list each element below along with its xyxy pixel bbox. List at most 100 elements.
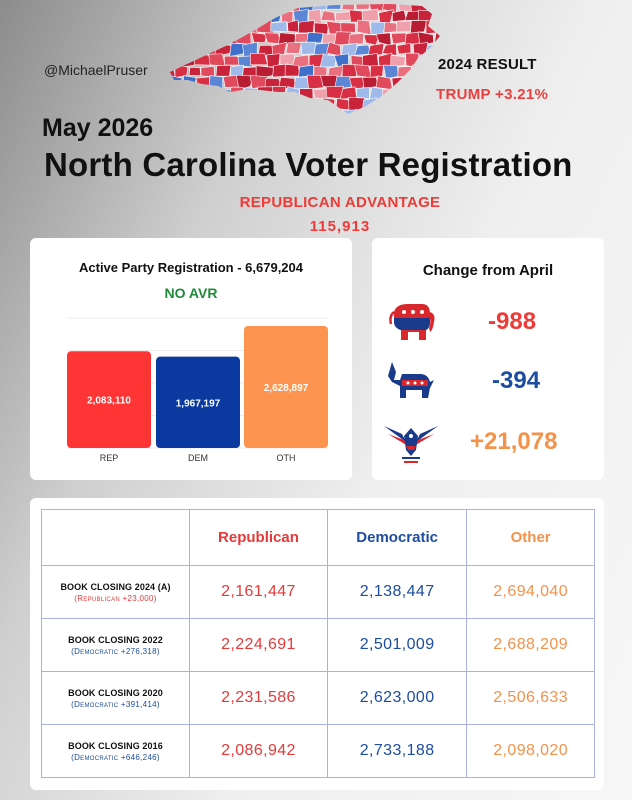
county-cell <box>339 109 359 114</box>
county-cell <box>237 55 253 68</box>
county-cell <box>361 8 379 22</box>
bar-value-label: 1,967,197 <box>176 398 221 409</box>
county-cell <box>241 87 260 99</box>
county-cell <box>200 4 217 12</box>
change-value-oth: +21,078 <box>470 428 558 455</box>
category-label: OTH <box>277 453 296 463</box>
county-cell <box>340 22 356 33</box>
cell-other: 2,506,633 <box>466 671 595 725</box>
county-cell <box>256 4 274 13</box>
chart-title: Active Party Registration - 6,679,204 <box>79 260 303 275</box>
county-cell <box>228 108 245 114</box>
county-cell <box>228 20 246 35</box>
county-cell <box>170 33 185 45</box>
county-cell <box>396 86 414 100</box>
county-cell <box>235 74 254 91</box>
county-cell <box>367 43 385 56</box>
county-cell <box>423 109 440 114</box>
county-cell <box>186 107 204 114</box>
county-cell <box>277 96 296 111</box>
county-cell <box>229 43 246 57</box>
county-cell <box>280 11 294 24</box>
table-row: BOOK CLOSING 2024 (A) (Republican +23,00… <box>41 565 595 619</box>
county-cell <box>404 31 421 45</box>
county-cell <box>266 120 279 122</box>
county-cell <box>349 120 366 122</box>
county-cell <box>251 32 267 43</box>
county-cell <box>285 109 302 114</box>
county-cell <box>298 108 314 114</box>
county-cell <box>172 86 190 100</box>
row-name: BOOK CLOSING 2024 (A) <box>60 581 171 592</box>
county-cell <box>170 111 175 114</box>
row-label-cell: BOOK CLOSING 2016 (Democratic +646,246) <box>41 724 190 778</box>
county-cell <box>410 64 427 79</box>
county-cell <box>186 42 203 58</box>
elephant-icon <box>389 304 435 340</box>
county-cell <box>341 4 355 11</box>
county-cell <box>172 4 190 13</box>
county-cell <box>370 21 386 35</box>
county-cell <box>320 10 336 22</box>
cell-republican: 2,086,942 <box>189 724 328 778</box>
county-cell <box>354 108 373 114</box>
county-cell <box>325 110 344 114</box>
county-cell <box>403 75 419 90</box>
county-cell <box>410 20 428 34</box>
county-cell <box>306 32 324 44</box>
county-cell <box>395 108 414 114</box>
county-cell <box>362 120 377 122</box>
cell-other: 2,098,020 <box>466 724 595 778</box>
cell-democratic: 2,733,188 <box>326 724 468 778</box>
bar-rep <box>67 351 151 448</box>
county-cell <box>425 4 440 12</box>
county-cell <box>406 98 420 113</box>
header-democratic: Democratic <box>326 509 468 566</box>
county-cell <box>320 121 337 122</box>
county-cell <box>292 98 310 112</box>
row-name: BOOK CLOSING 2020 <box>68 687 163 698</box>
registration-chart-card: Active Party Registration - 6,679,204 NO… <box>30 238 352 480</box>
row-label-cell: BOOK CLOSING 2022 (Democratic +276,318) <box>41 618 190 672</box>
result-value: TRUMP +3.21% <box>436 86 549 103</box>
county-cell <box>193 9 212 23</box>
eagle-icon <box>384 426 438 463</box>
county-cell <box>171 108 189 114</box>
county-cell <box>188 22 202 34</box>
county-cell <box>335 121 352 122</box>
county-cell <box>264 9 283 25</box>
county-cell <box>396 42 412 55</box>
county-cell <box>195 119 212 122</box>
county-cell <box>418 54 435 67</box>
county-cell <box>434 32 440 46</box>
county-cell <box>236 119 254 122</box>
county-cell <box>170 75 171 89</box>
table-header-row: Republican Democratic Other <box>41 509 595 566</box>
county-cell <box>200 41 217 57</box>
county-cell <box>270 107 289 114</box>
bar-value-label: 2,628,897 <box>264 383 309 394</box>
header-other: Other <box>466 509 595 566</box>
county-cell <box>348 33 365 45</box>
county-cell <box>266 98 279 110</box>
county-cell <box>391 77 406 90</box>
county-cell <box>171 42 190 58</box>
county-cell <box>249 12 268 22</box>
county-cell <box>383 64 399 80</box>
county-cell <box>391 9 407 22</box>
change-card: Change from April -988 -394 +21,078 <box>372 238 604 480</box>
county-cell <box>417 31 435 46</box>
cell-democratic: 2,501,009 <box>326 618 468 672</box>
change-value-rep: -988 <box>488 308 537 335</box>
county-cell <box>335 11 352 21</box>
county-cell <box>195 31 212 46</box>
county-cell <box>170 98 184 111</box>
county-cell <box>300 41 316 55</box>
county-cell <box>160 119 170 122</box>
county-cell <box>208 75 224 89</box>
county-cell <box>188 67 202 76</box>
county-cell <box>170 53 184 66</box>
table-row: BOOK CLOSING 2016 (Democratic +646,246) … <box>41 724 595 778</box>
county-cell <box>243 4 260 12</box>
county-cell <box>354 64 373 79</box>
